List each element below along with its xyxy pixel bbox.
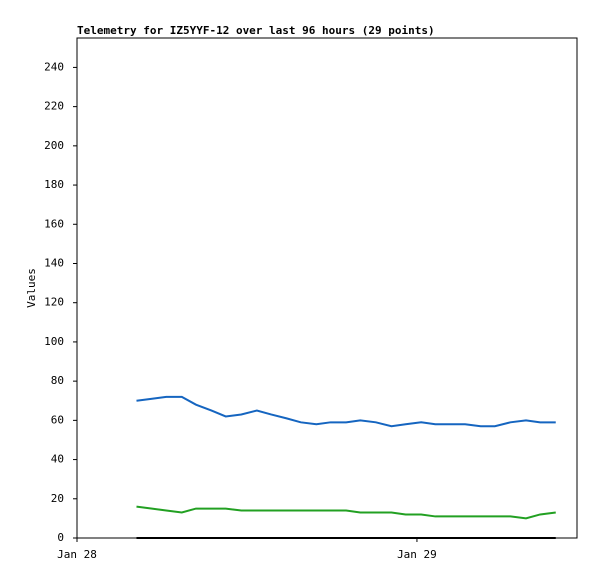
series-line: [136, 505, 556, 520]
y-tick-label: 180: [44, 178, 64, 191]
y-tick-label: 60: [51, 413, 64, 426]
y-tick-label: 20: [51, 492, 64, 505]
series-line: [136, 395, 556, 428]
chart-title: Telemetry for IZ5YYF-12 over last 96 hou…: [77, 24, 435, 37]
y-tick-label: 120: [44, 296, 64, 309]
y-tick-label: 80: [51, 374, 64, 387]
y-tick-label: 220: [44, 100, 64, 113]
y-tick-label: 160: [44, 217, 64, 230]
y-axis-label: Values: [25, 268, 38, 308]
y-tick-label: 200: [44, 139, 64, 152]
y-tick-label: 40: [51, 453, 64, 466]
y-tick-label: 0: [57, 531, 64, 544]
y-tick-label: 100: [44, 335, 64, 348]
plot-frame: [76, 37, 578, 539]
y-tick-label: 140: [44, 256, 64, 269]
x-tick-label: Jan 28: [57, 548, 97, 561]
y-tick-label: 240: [44, 60, 64, 73]
x-tick-label: Jan 29: [397, 548, 437, 561]
